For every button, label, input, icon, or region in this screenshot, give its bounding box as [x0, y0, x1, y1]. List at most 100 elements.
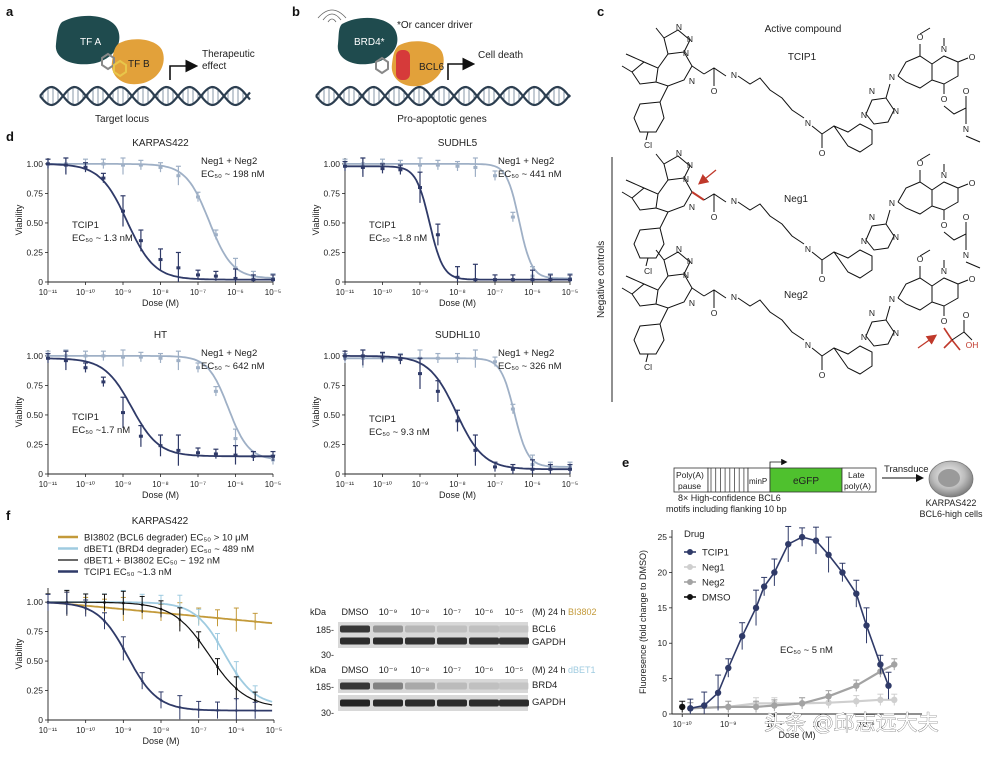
- bcl6-band: [405, 625, 435, 633]
- data-point-tcip1: [839, 569, 846, 576]
- legend-label-dbet1: dBET1 (BRD4 degrader) EC₅₀ ~ 489 nM: [84, 544, 254, 555]
- bond: [633, 211, 669, 259]
- legend-label-dmso: DMSO: [702, 593, 731, 604]
- bond: [737, 75, 805, 119]
- data-point: [176, 174, 181, 178]
- atom-label: O: [963, 86, 970, 96]
- gapdh-top-band: [469, 637, 499, 645]
- x-axis-label: Dose (M): [439, 490, 476, 500]
- bond: [631, 283, 659, 307]
- bond: [951, 331, 965, 341]
- x-tick-label: 10⁻⁷: [191, 726, 207, 735]
- pro-apoptotic-genes: Pro-apoptotic genes: [397, 114, 487, 125]
- late-polya-1: Late: [848, 470, 865, 480]
- x-tick-label: 10⁻⁹: [412, 288, 429, 297]
- polya-pause-1: Poly(A): [676, 470, 704, 480]
- data-point: [253, 620, 257, 623]
- plot-title: KARPAS422: [132, 138, 189, 149]
- neg-label: Neg1 + Neg2: [201, 156, 257, 167]
- cell-line1: KARPAS422: [926, 498, 977, 508]
- bond: [737, 297, 805, 341]
- panel-label-e: e: [622, 455, 629, 470]
- bond: [691, 191, 705, 201]
- data-point-neg2: [825, 693, 832, 700]
- panel-label-c: c: [597, 4, 604, 19]
- x-axis-label: Dose (M): [778, 730, 815, 740]
- x-tick-label: 10⁻⁶: [227, 480, 243, 489]
- x-tick-label: 10⁻¹¹: [336, 480, 355, 489]
- panel-f-title: KARPAS422: [132, 516, 189, 527]
- tcip1-label: TCIP1: [369, 220, 396, 231]
- drug-label: dBET1: [568, 665, 596, 675]
- panel-f: KARPAS422 BI3802 (BCL6 degrader) EC₅₀ > …: [14, 516, 282, 746]
- transduce-label: Transduce: [884, 464, 929, 475]
- data-point-dmso: [679, 703, 686, 711]
- bond: [885, 83, 891, 99]
- y-tick-label: 0.25: [26, 686, 43, 696]
- y-tick-label: 10: [658, 638, 668, 648]
- bond: [621, 65, 633, 73]
- bcl6-band: [373, 625, 403, 633]
- x-tick-label: 10⁻⁸: [766, 720, 783, 729]
- bond: [821, 249, 873, 279]
- atom-label: N: [861, 332, 867, 342]
- neg-label: Neg1 + Neg2: [201, 348, 257, 359]
- atom-label: N: [893, 232, 899, 242]
- data-point-tcip1: [760, 583, 768, 590]
- data-point: [122, 647, 125, 650]
- data-point: [140, 679, 144, 683]
- cell-line2: BCL6-high cells: [919, 509, 983, 519]
- atom-label: N: [889, 72, 895, 82]
- tcip1-label: TCIP1: [369, 414, 396, 425]
- lane-label: DMSO: [342, 665, 369, 675]
- data-point: [568, 467, 572, 471]
- bond: [631, 187, 659, 211]
- y-axis-label: Viability: [311, 396, 321, 427]
- data-point: [455, 275, 460, 279]
- data-point: [196, 366, 200, 370]
- brd4-blob: [337, 17, 398, 65]
- mw-marker: 30-: [321, 650, 334, 660]
- y-tick-label: 0.25: [26, 247, 43, 257]
- x-tick-label: 10⁻⁷: [487, 288, 503, 297]
- data-point: [103, 619, 106, 623]
- viability-plot-sudhl10: 0 0.25 0.50 0.75 1.00 10⁻¹¹ 10⁻¹⁰ 10⁻⁹ 10⁻⁸ 10⁻⁷ 1…: [311, 330, 578, 500]
- linker-molecule-icon: [101, 52, 127, 78]
- atom-label: N: [893, 106, 899, 116]
- x-tick-label: 10⁻¹¹: [39, 288, 58, 297]
- data-point-neg2: [853, 682, 860, 689]
- plot-title: SUDHL5: [438, 138, 478, 149]
- y-tick-label: 0.50: [323, 218, 340, 228]
- data-point: [178, 706, 182, 709]
- data-point: [380, 355, 385, 359]
- y-tick-label: 0: [38, 277, 43, 287]
- tcip1-label: TCIP1: [72, 412, 99, 423]
- data-point: [176, 359, 181, 363]
- atom-label: O: [917, 32, 924, 42]
- y-axis-label: Viability: [311, 204, 321, 235]
- active-compound-title: Active compound: [765, 24, 842, 35]
- lane-label: 10⁻⁸: [411, 607, 430, 617]
- data-point: [271, 454, 275, 458]
- data-point: [213, 452, 218, 456]
- data-point: [435, 233, 440, 237]
- data-point: [493, 360, 497, 364]
- data-point-neg1: [877, 696, 884, 704]
- bond: [621, 287, 633, 295]
- atom-label: N: [689, 202, 695, 212]
- bond: [625, 53, 645, 63]
- death-arrow: [447, 57, 476, 80]
- neg1-red-arrow: [697, 169, 717, 185]
- data-point: [493, 278, 497, 282]
- bond: [691, 65, 705, 75]
- viability-plot-sudhl5: 0 0.25 0.50 0.75 1.00 10⁻¹¹ 10⁻¹⁰ 10⁻⁹ 10⁻⁸ 10⁻⁷ 1…: [311, 138, 578, 308]
- time-label: (M) 24 h: [532, 665, 566, 675]
- legend-marker-neg1: [687, 564, 693, 570]
- atom-label: N: [683, 270, 689, 280]
- neg-ec50: EC₅₀ ~ 326 nM: [498, 361, 562, 372]
- legend-label-combo: dBET1 + BI3802 EC₅₀ ~ 192 nM: [84, 556, 220, 567]
- brd4-membrane: [338, 679, 528, 693]
